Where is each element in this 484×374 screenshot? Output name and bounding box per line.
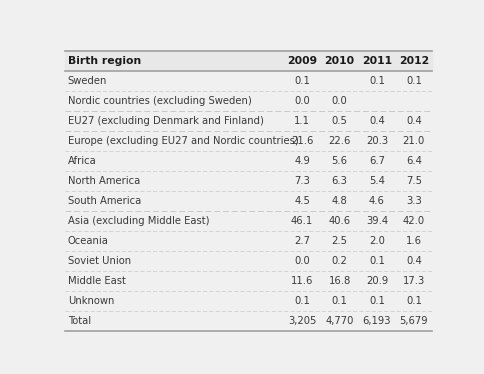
Text: 2011: 2011	[361, 56, 391, 66]
Text: 0.4: 0.4	[405, 116, 421, 126]
Bar	[65, 211, 431, 232]
Text: 6.7: 6.7	[368, 156, 384, 166]
Text: 21.0: 21.0	[402, 136, 424, 146]
Text: 46.1: 46.1	[290, 216, 313, 226]
Bar	[65, 251, 431, 272]
Bar	[65, 71, 431, 91]
Text: 0.4: 0.4	[405, 256, 421, 266]
Text: Asia (excluding Middle East): Asia (excluding Middle East)	[68, 216, 209, 226]
Bar	[65, 312, 431, 331]
Text: 0.1: 0.1	[405, 297, 421, 306]
Text: Nordic countries (excluding Sweden): Nordic countries (excluding Sweden)	[68, 96, 251, 106]
Text: 4.8: 4.8	[331, 196, 347, 206]
Text: 0.0: 0.0	[331, 96, 347, 106]
Text: 5,679: 5,679	[399, 316, 427, 327]
Text: 0.1: 0.1	[368, 76, 384, 86]
Bar	[65, 272, 431, 291]
Text: 39.4: 39.4	[365, 216, 387, 226]
Text: 42.0: 42.0	[402, 216, 424, 226]
Text: EU27 (excluding Denmark and Finland): EU27 (excluding Denmark and Finland)	[68, 116, 263, 126]
Text: Birth region: Birth region	[68, 56, 141, 66]
Text: 7.5: 7.5	[405, 176, 421, 186]
Text: 2.0: 2.0	[368, 236, 384, 246]
Text: 6.3: 6.3	[331, 176, 347, 186]
Text: 40.6: 40.6	[328, 216, 350, 226]
Text: Middle East: Middle East	[68, 276, 125, 286]
Bar	[65, 111, 431, 131]
Text: 0.1: 0.1	[368, 297, 384, 306]
Text: 2012: 2012	[398, 56, 428, 66]
Text: 6,193: 6,193	[362, 316, 391, 327]
Text: 22.6: 22.6	[328, 136, 350, 146]
Text: Unknown: Unknown	[68, 297, 114, 306]
Text: 17.3: 17.3	[402, 276, 424, 286]
Text: 1.1: 1.1	[293, 116, 309, 126]
Text: Soviet Union: Soviet Union	[68, 256, 131, 266]
Bar	[65, 151, 431, 171]
Text: Sweden: Sweden	[68, 76, 107, 86]
Text: 2.7: 2.7	[293, 236, 309, 246]
Text: 6.4: 6.4	[405, 156, 421, 166]
Text: 4.5: 4.5	[294, 196, 309, 206]
Text: 3.3: 3.3	[405, 196, 421, 206]
Text: 0.1: 0.1	[331, 297, 347, 306]
Text: 0.0: 0.0	[294, 96, 309, 106]
Text: 0.1: 0.1	[294, 297, 309, 306]
Text: 2.5: 2.5	[331, 236, 347, 246]
Text: 4,770: 4,770	[325, 316, 353, 327]
Text: Europe (excluding EU27 and Nordic countries): Europe (excluding EU27 and Nordic countr…	[68, 136, 298, 146]
Text: 20.9: 20.9	[365, 276, 387, 286]
Text: 2009: 2009	[287, 56, 317, 66]
Text: 11.6: 11.6	[290, 276, 313, 286]
Text: 4.6: 4.6	[368, 196, 384, 206]
Text: Total: Total	[68, 316, 91, 327]
Text: 0.1: 0.1	[368, 256, 384, 266]
Text: 0.4: 0.4	[368, 116, 384, 126]
Text: 2010: 2010	[324, 56, 354, 66]
Bar	[65, 232, 431, 251]
Text: Africa: Africa	[68, 156, 96, 166]
Text: 5.6: 5.6	[331, 156, 347, 166]
Text: 5.4: 5.4	[368, 176, 384, 186]
Text: North America: North America	[68, 176, 140, 186]
Bar	[65, 131, 431, 151]
Text: 3,205: 3,205	[287, 316, 316, 327]
Bar	[65, 191, 431, 211]
Text: Oceania: Oceania	[68, 236, 108, 246]
Text: 7.3: 7.3	[294, 176, 309, 186]
Text: 0.0: 0.0	[294, 256, 309, 266]
Text: 20.3: 20.3	[365, 136, 387, 146]
Text: 0.2: 0.2	[331, 256, 347, 266]
Text: 4.9: 4.9	[294, 156, 309, 166]
Bar	[65, 291, 431, 312]
Text: 1.6: 1.6	[405, 236, 421, 246]
Bar	[65, 91, 431, 111]
Text: 0.5: 0.5	[331, 116, 347, 126]
Bar	[65, 171, 431, 191]
Text: 0.1: 0.1	[405, 76, 421, 86]
Text: South America: South America	[68, 196, 141, 206]
Text: 0.1: 0.1	[294, 76, 309, 86]
Text: 16.8: 16.8	[328, 276, 350, 286]
Text: 21.6: 21.6	[290, 136, 313, 146]
Bar	[65, 51, 431, 71]
